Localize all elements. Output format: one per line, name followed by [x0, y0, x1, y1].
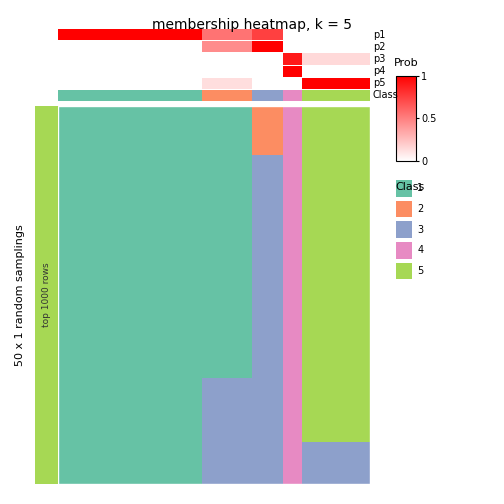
Bar [251, 78, 283, 89]
Bar [58, 53, 202, 65]
Bar [202, 66, 251, 77]
Bar [251, 66, 283, 77]
Bar [251, 106, 283, 155]
Bar [251, 41, 283, 52]
Bar [302, 443, 370, 484]
Bar [283, 41, 302, 52]
Bar [58, 66, 202, 77]
Text: p5: p5 [373, 78, 386, 88]
Bar [302, 41, 370, 52]
Bar [58, 90, 202, 101]
Bar [58, 106, 202, 484]
Text: 1: 1 [417, 183, 423, 193]
Text: 3: 3 [417, 225, 423, 234]
Bar [202, 106, 251, 378]
Bar [58, 41, 202, 52]
Text: 50 x 1 random samplings: 50 x 1 random samplings [15, 224, 25, 366]
Bar [202, 90, 251, 101]
Bar [202, 378, 251, 484]
Text: p1: p1 [373, 30, 386, 40]
Bar [202, 78, 251, 89]
Text: 4: 4 [417, 245, 423, 255]
Text: membership heatmap, k = 5: membership heatmap, k = 5 [152, 18, 352, 32]
Bar [251, 29, 283, 40]
Bar [251, 155, 283, 484]
Bar [283, 29, 302, 40]
Text: 2: 2 [417, 204, 423, 214]
Bar [283, 66, 302, 77]
Bar [302, 66, 370, 77]
Text: Class: Class [396, 181, 425, 192]
Text: p2: p2 [373, 42, 386, 52]
Bar [202, 41, 251, 52]
Bar [202, 29, 251, 40]
Bar [58, 78, 202, 89]
Bar [251, 53, 283, 65]
Text: p4: p4 [373, 66, 386, 76]
Bar [302, 53, 370, 65]
Bar [251, 90, 283, 101]
Bar [302, 78, 370, 89]
Text: Class: Class [373, 90, 399, 100]
Bar [302, 90, 370, 101]
Bar [283, 90, 302, 101]
Bar [283, 106, 302, 484]
Bar [283, 78, 302, 89]
Bar [202, 53, 251, 65]
Bar [283, 53, 302, 65]
Bar [302, 106, 370, 443]
Bar [58, 29, 202, 40]
Bar [302, 29, 370, 40]
Text: 5: 5 [417, 266, 423, 276]
Text: Prob: Prob [394, 58, 418, 68]
Text: p3: p3 [373, 54, 386, 64]
Text: top 1000 rows: top 1000 rows [42, 263, 51, 327]
